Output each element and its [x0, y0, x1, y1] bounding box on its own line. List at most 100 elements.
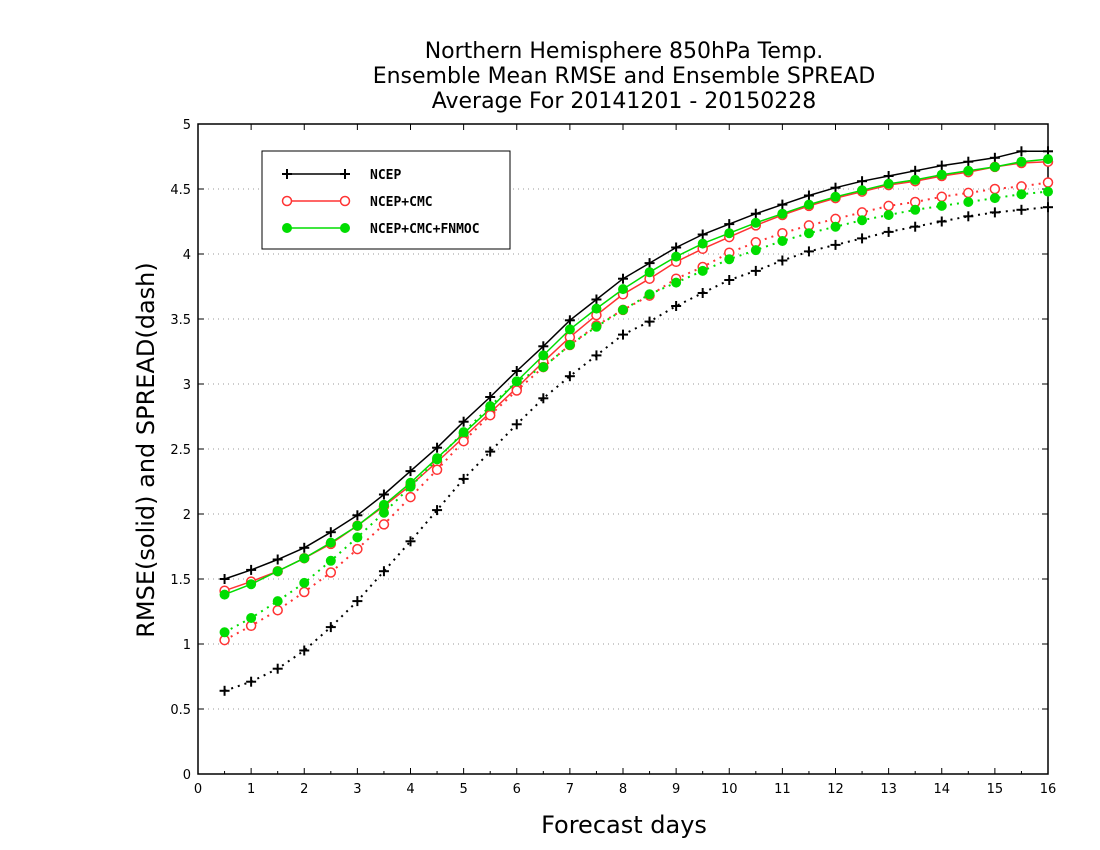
series-ncep-cmc-fnmoc-rmse-point — [724, 228, 735, 239]
series-ncep-cmc-fnmoc-spread-line — [224, 190, 1049, 634]
series-ncep-cmc-fnmoc-rmse-point — [963, 165, 974, 176]
series-ncep-cmc-spread-point — [963, 187, 974, 199]
series-ncep-spread-point — [989, 207, 1000, 218]
series-ncep-rmse-point — [511, 366, 522, 376]
series-ncep-cmc-fnmoc-rmse-point — [910, 174, 921, 185]
x-tick-label: 4 — [406, 782, 414, 797]
series-ncep-spread-point — [1016, 204, 1027, 215]
series-ncep-rmse-point — [299, 542, 310, 553]
series-ncep-cmc-fnmoc-rmse-point — [325, 537, 336, 548]
x-tick-label: 14 — [933, 782, 950, 797]
legend-marker-right — [339, 195, 351, 207]
series-ncep-cmc-fnmoc-rmse-point — [857, 185, 868, 196]
series-ncep-spread-point — [857, 233, 868, 244]
series-ncep-spread-point — [591, 350, 602, 361]
x-tick-label: 6 — [513, 782, 521, 797]
series-ncep-cmc-fnmoc-spread-point — [697, 265, 708, 276]
series-ncep-rmse-point — [697, 229, 708, 240]
y-tick-label: 1 — [183, 638, 191, 653]
x-tick-label: 5 — [459, 782, 467, 797]
y-axis-label: RMSE(solid) and SPREAD(dash) — [132, 262, 160, 638]
series-ncep-rmse-point — [644, 258, 655, 269]
series-ncep-rmse-point — [777, 199, 788, 210]
series-ncep-cmc-fnmoc-spread-point — [963, 197, 974, 207]
x-tick-label: 8 — [619, 782, 627, 797]
y-tick-label: 4.5 — [170, 183, 191, 198]
series-ncep-cmc-spread-point — [325, 567, 337, 578]
y-tick-label: 1.5 — [170, 573, 191, 588]
series-ncep-spread-point — [272, 663, 283, 674]
series-ncep-cmc-spread-point — [883, 200, 894, 212]
series-ncep-spread-point — [458, 473, 469, 484]
series-ncep-rmse-point — [671, 242, 682, 253]
series-ncep-rmse — [219, 146, 1053, 584]
series-ncep-cmc-fnmoc-spread — [219, 186, 1053, 638]
legend: NCEP NCEP+CMC NCEP+CMC+FNMOC — [261, 150, 511, 250]
series-ncep-cmc-fnmoc-rmse-point — [750, 217, 761, 228]
y-tick-label: 0.5 — [170, 703, 191, 718]
x-tick-label: 11 — [774, 782, 791, 797]
y-tick-label: 5 — [183, 118, 191, 133]
legend-label: NCEP+CMC+FNMOC — [370, 222, 480, 237]
series-ncep-rmse-point — [750, 208, 761, 219]
x-tick-label: 16 — [1040, 782, 1057, 797]
series-ncep-cmc-fnmoc-spread-point — [777, 236, 788, 246]
series-ncep-rmse-point — [564, 315, 575, 326]
series-ncep-cmc-spread-point — [936, 191, 947, 203]
y-gridlines — [198, 188, 1048, 710]
series-ncep-spread-point — [830, 239, 841, 250]
series-layer — [219, 146, 1054, 696]
series-ncep-cmc-fnmoc-rmse-point — [644, 267, 655, 278]
series-ncep-cmc-fnmoc-spread-point — [511, 376, 522, 387]
title-line-1: Northern Hemisphere 850hPa Temp. — [425, 39, 824, 64]
series-ncep-rmse-point — [246, 564, 257, 575]
series-ncep-rmse-point — [618, 273, 628, 284]
series-ncep-spread-point — [618, 329, 628, 340]
legend-label: NCEP — [370, 168, 401, 183]
series-ncep-spread-point — [644, 316, 655, 327]
series-ncep-cmc-spread-point — [352, 543, 363, 555]
y-tick-label: 2 — [183, 508, 191, 523]
series-ncep-cmc-fnmoc-spread-point — [458, 427, 469, 438]
series-ncep-spread-point — [432, 505, 443, 516]
series-ncep-cmc-fnmoc-spread-point — [299, 577, 310, 588]
legend-marker-right — [340, 223, 350, 233]
legend-marker-left — [282, 169, 292, 179]
series-ncep-cmc-fnmoc-spread-point — [1043, 186, 1053, 197]
series-ncep-cmc-fnmoc-rmse-point — [618, 284, 628, 295]
series-ncep-spread-point — [352, 596, 363, 607]
x-tick-label: 2 — [300, 782, 308, 797]
series-ncep-cmc-fnmoc-rmse-point — [803, 199, 814, 210]
series-ncep-cmc-fnmoc-rmse-point — [989, 161, 1000, 172]
title-line-3: Average For 20141201 - 20150228 — [432, 89, 817, 114]
series-ncep-cmc-fnmoc-rmse — [219, 154, 1053, 600]
series-ncep-spread-point — [219, 685, 230, 696]
series-ncep-spread-point — [963, 211, 974, 222]
series-ncep-cmc-fnmoc-rmse-point — [936, 169, 947, 180]
series-ncep-spread-point — [724, 275, 735, 285]
series-ncep-spread-point — [511, 419, 522, 430]
series-ncep-spread-point — [564, 371, 575, 382]
series-ncep-spread-point — [325, 622, 336, 633]
series-ncep-cmc-spread-point — [484, 409, 496, 421]
series-ncep-spread-point — [750, 265, 761, 276]
series-ncep-spread-point — [1043, 202, 1053, 213]
x-tick-label: 7 — [566, 782, 574, 797]
y-axis-ticks: 0 0.5 1 1.5 2 2.5 3 3.5 4 4.5 5 — [170, 118, 1048, 783]
series-ncep-cmc-fnmoc-spread-point — [378, 507, 389, 518]
series-ncep-cmc-fnmoc-rmse-point — [591, 303, 602, 314]
series-ncep-spread-point — [299, 645, 310, 656]
y-tick-label: 3 — [183, 378, 191, 393]
series-ncep-spread-point — [697, 288, 708, 298]
legend-marker-right — [340, 169, 350, 179]
series-ncep-cmc-spread-point — [378, 519, 390, 530]
series-ncep-cmc-fnmoc-rmse-point — [883, 178, 894, 189]
series-ncep-cmc-fnmoc-rmse-point — [1043, 154, 1053, 165]
series-ncep-rmse-point — [803, 190, 814, 201]
series-ncep-cmc-fnmoc-spread-point — [803, 228, 814, 239]
series-ncep-rmse-point — [458, 416, 469, 427]
series-ncep-spread-point — [671, 301, 682, 311]
series-ncep-cmc-fnmoc-rmse-point — [352, 520, 363, 531]
series-ncep-rmse-point — [378, 489, 389, 500]
